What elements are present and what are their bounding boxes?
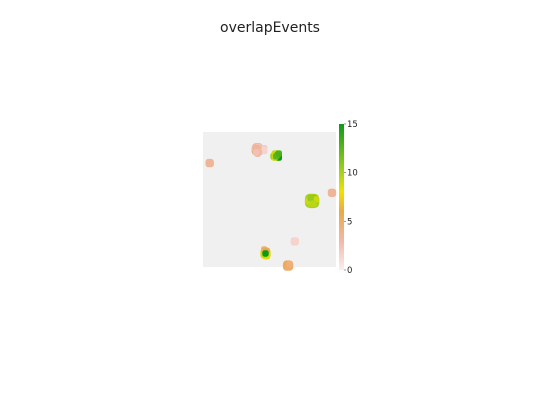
heat-cell — [205, 158, 214, 168]
heat-cell — [327, 188, 337, 197]
heat-cell — [307, 195, 314, 202]
colorbar-tick-label: 0 — [347, 266, 352, 276]
heat-cell — [261, 147, 268, 155]
heat-cell — [262, 250, 269, 257]
colorbar-tick-label: 10 — [347, 169, 358, 179]
colorbar-tick-label: 15 — [347, 120, 358, 130]
heatmap-marks — [205, 143, 337, 271]
heat-cell — [310, 200, 317, 207]
heat-cell — [286, 261, 293, 268]
colorbar-ticks: 0 5 10 15 — [344, 120, 358, 276]
heat-cell — [290, 237, 299, 246]
heat-cell — [253, 149, 260, 156]
colorbar-tick-label: 5 — [347, 217, 352, 227]
colorbar — [339, 124, 344, 270]
heat-cell — [275, 150, 282, 157]
chart-title: overlapEvents — [220, 20, 320, 36]
